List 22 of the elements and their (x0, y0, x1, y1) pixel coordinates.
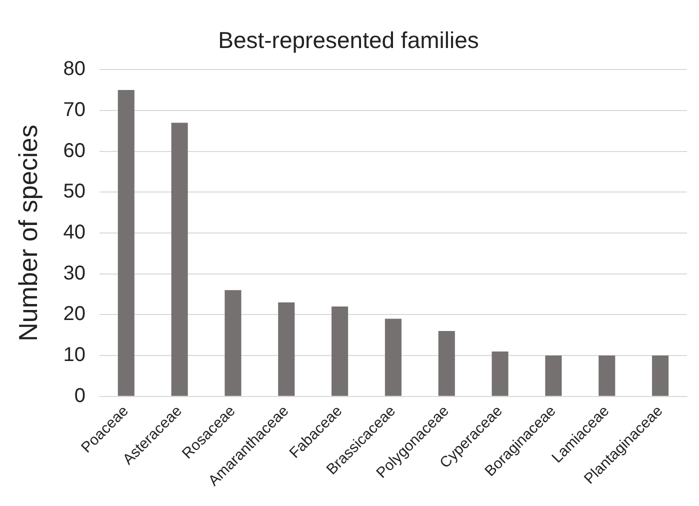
y-tick-label: 60 (63, 140, 86, 162)
bar (118, 90, 134, 396)
y-tick-label: 80 (63, 58, 86, 80)
bar (598, 356, 616, 396)
y-tick-label: 0 (74, 384, 86, 407)
y-tick-label: 70 (63, 98, 86, 121)
bar (332, 306, 348, 396)
bar (652, 356, 669, 396)
bar (438, 331, 455, 396)
y-tick-label: 50 (63, 180, 86, 203)
y-tick-label: 40 (63, 222, 86, 244)
chart-title: Best-represented families (218, 27, 479, 54)
bar (278, 302, 295, 396)
y-tick-label: 30 (63, 262, 86, 284)
y-axis-title: Number of species (12, 124, 43, 342)
bar (224, 290, 242, 396)
bar (545, 356, 562, 396)
bar (384, 318, 402, 396)
y-tick-label: 20 (63, 303, 86, 326)
y-tick-label: 10 (63, 344, 86, 366)
bar (492, 351, 508, 396)
bar (171, 122, 188, 396)
